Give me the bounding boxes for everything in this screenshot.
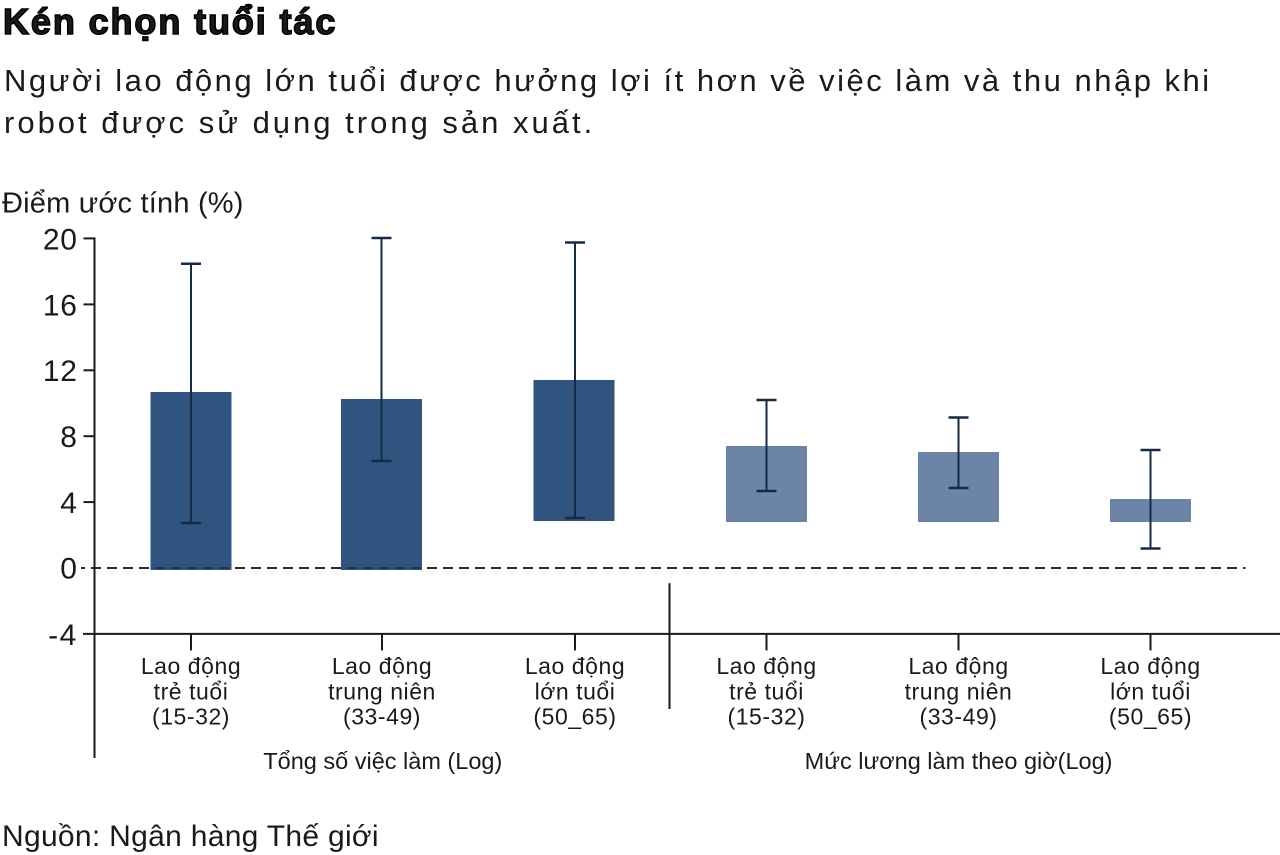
- svg-text:trung niên: trung niên: [905, 679, 1013, 705]
- svg-text:lớn tuổi: lớn tuổi: [535, 679, 616, 705]
- svg-text:trẻ tuổi: trẻ tuổi: [154, 679, 229, 705]
- svg-text:Điểm ước tính (%): Điểm ước tính (%): [2, 188, 244, 220]
- svg-text:(50_65): (50_65): [1109, 704, 1192, 730]
- svg-text:(33-49): (33-49): [343, 704, 421, 730]
- svg-text:trung niên: trung niên: [328, 679, 436, 705]
- svg-text:(33-49): (33-49): [920, 704, 998, 730]
- svg-text:(15-32): (15-32): [152, 704, 230, 730]
- svg-text:lớn tuổi: lớn tuổi: [1110, 679, 1191, 705]
- svg-text:trẻ tuổi: trẻ tuổi: [729, 679, 804, 705]
- svg-text:0: 0: [60, 553, 78, 586]
- svg-text:4: 4: [60, 487, 78, 520]
- svg-text:Tổng số việc làm (Log): Tổng số việc làm (Log): [263, 748, 502, 774]
- svg-text:16: 16: [43, 289, 78, 322]
- svg-text:Lao động: Lao động: [1100, 653, 1200, 679]
- svg-text:Lao động: Lao động: [141, 653, 241, 679]
- svg-text:(15-32): (15-32): [728, 704, 806, 730]
- svg-text:Kén chọn tuổi tác: Kén chọn tuổi tác: [3, 1, 337, 42]
- svg-text:20: 20: [43, 223, 78, 256]
- svg-text:8: 8: [60, 421, 78, 454]
- svg-text:Lao động: Lao động: [716, 653, 816, 679]
- svg-text:Lao động: Lao động: [332, 653, 432, 679]
- svg-text:Nguồn: Ngân hàng Thế giới: Nguồn: Ngân hàng Thế giới: [2, 820, 379, 853]
- svg-text:-4: -4: [48, 619, 78, 652]
- svg-text:Lao động: Lao động: [908, 653, 1008, 679]
- svg-text:12: 12: [43, 355, 78, 388]
- svg-text:(50_65): (50_65): [533, 704, 616, 730]
- svg-text:Người lao động lớn tuổi được h: Người lao động lớn tuổi được hưởng lợi í…: [4, 63, 1212, 98]
- svg-text:Mức lương làm theo giờ(Log): Mức lương làm theo giờ(Log): [805, 748, 1113, 774]
- svg-text:robot được sử dụng trong sản x: robot được sử dụng trong sản xuất.: [4, 105, 595, 140]
- svg-text:Lao động: Lao động: [525, 653, 625, 679]
